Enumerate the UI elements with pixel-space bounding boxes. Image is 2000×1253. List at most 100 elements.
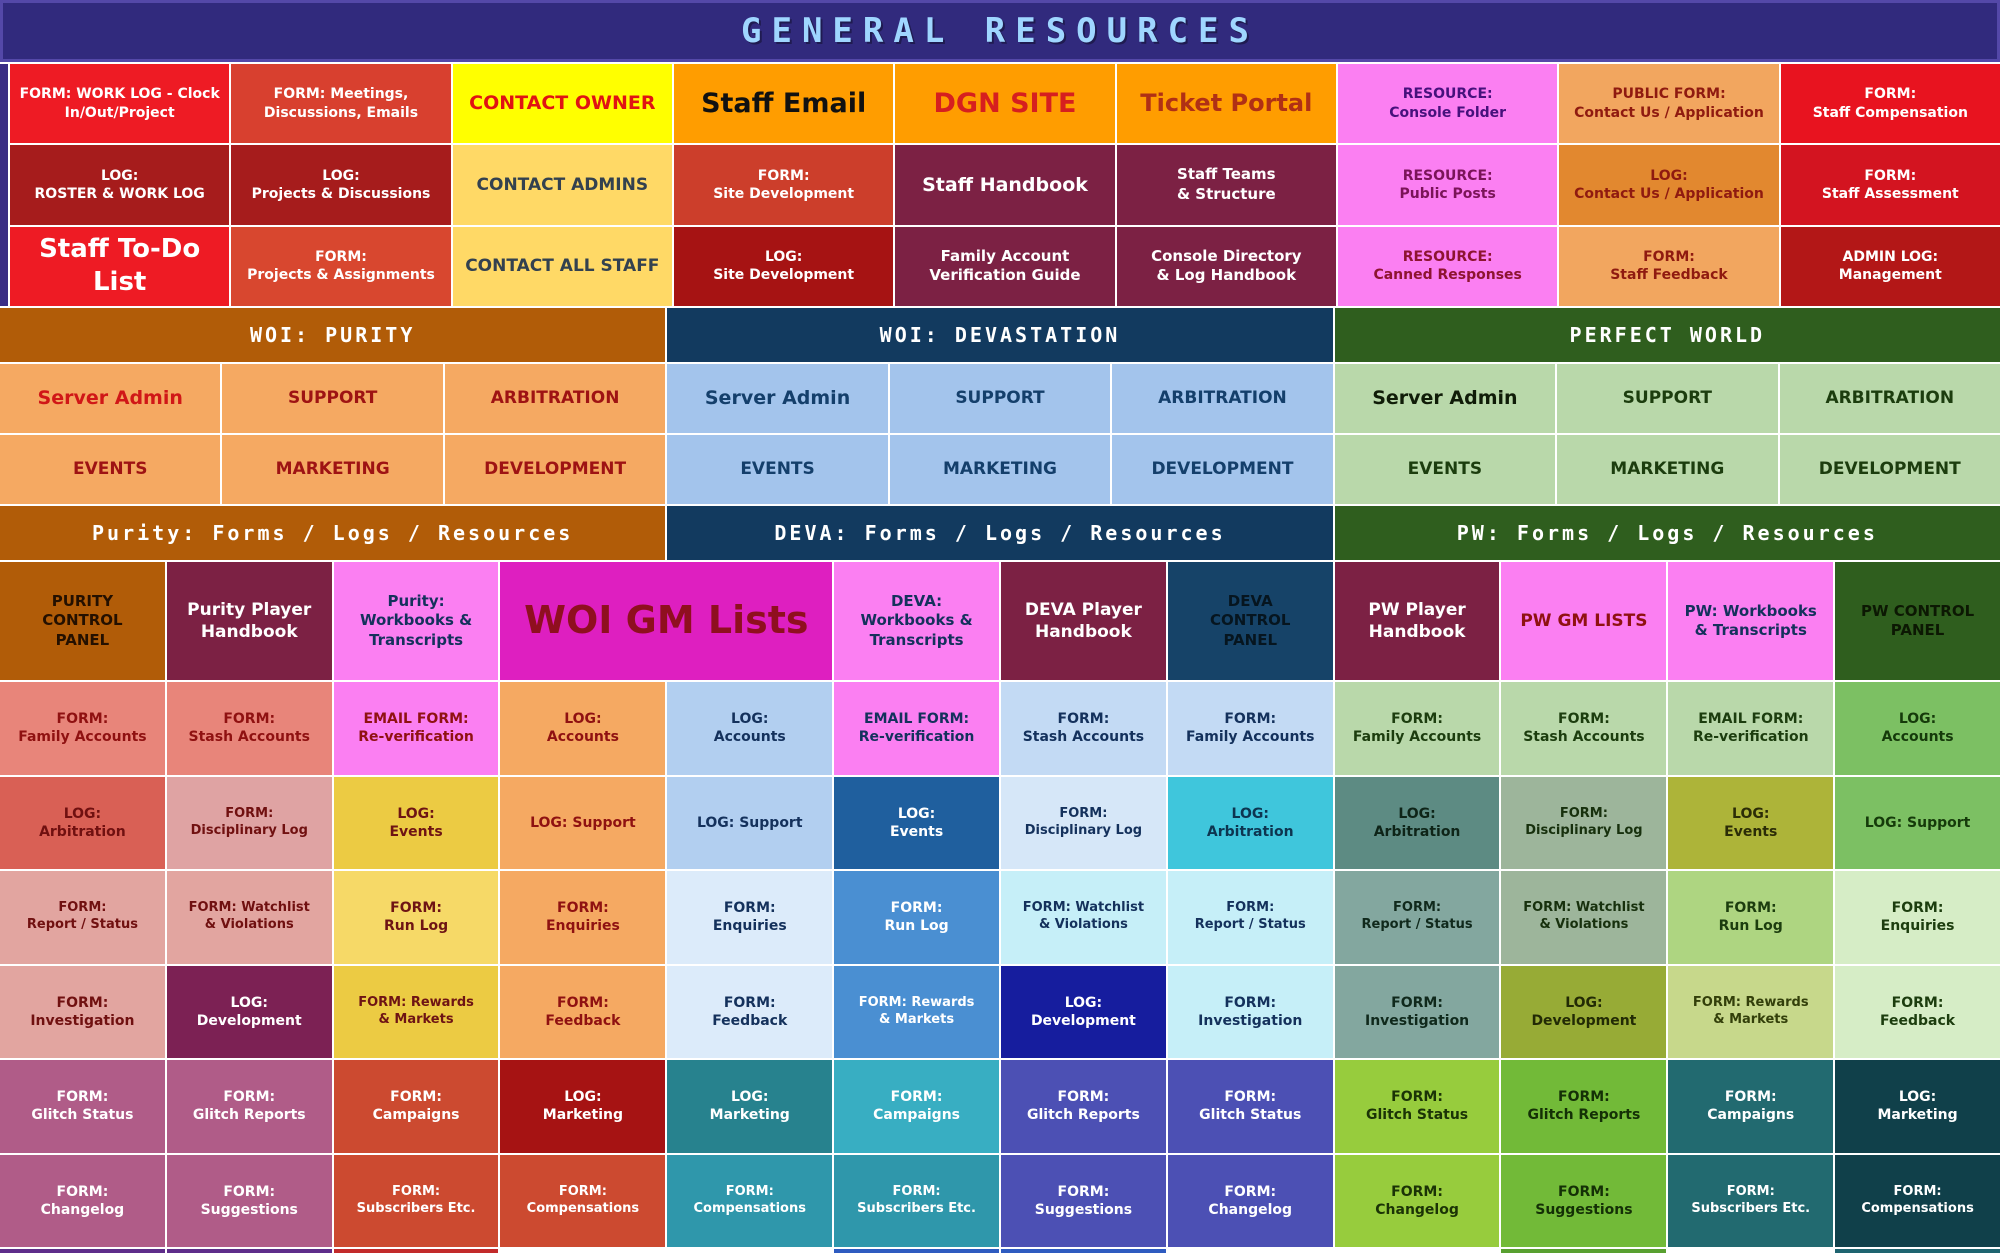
tile-form-glitch-status[interactable]: FORM: Glitch Status [1334,1060,1500,1153]
tile-form-staff-feedback[interactable]: FORM: Staff Feedback [1559,226,1779,306]
tile-pw-player-handbook[interactable]: PW Player Handbook [1334,562,1500,680]
tile-support[interactable]: SUPPORT [889,364,1111,433]
tile-log-events[interactable]: LOG: Events [333,776,499,869]
tile-arbitration[interactable]: ARBITRATION [1779,364,2000,433]
tile-log-arbitration[interactable]: LOG: Arbitration [0,776,165,869]
tile-family-account-verification-guide[interactable]: Family Account Verification Guide [895,226,1115,306]
tile-form-stash-accounts[interactable]: FORM: Stash Accounts [1501,682,1667,775]
tile-log-marketing[interactable]: LOG: Marketing [1835,1060,2000,1153]
tile-form-work-log-clock-in-out-project[interactable]: FORM: WORK LOG - Clock In/Out/Project [10,64,230,144]
tile-form-rewards-markets[interactable]: FORM: Rewards & Markets [333,965,499,1058]
tile-log-support[interactable]: LOG: Support [1835,776,2000,869]
tile-form-suggestions[interactable]: FORM: Suggestions [166,1154,332,1247]
tile-form-compensations[interactable]: FORM: Compensations [500,1154,666,1247]
tile-log-contact-us-application[interactable]: LOG: Contact Us / Application [1559,145,1779,225]
tile-form-stash-accounts[interactable]: FORM: Stash Accounts [1000,682,1166,775]
tile-contact-admins[interactable]: CONTACT ADMINS [452,145,672,225]
tile-form-glitch-status[interactable]: FORM: Glitch Status [0,1060,165,1153]
tile-form-glitch-status[interactable]: FORM: Glitch Status [1167,1060,1333,1153]
tile-dgn-site[interactable]: DGN SITE [895,64,1115,144]
tile-deva-control-panel[interactable]: DEVA CONTROL PANEL [1167,562,1333,680]
tile-development[interactable]: DEVELOPMENT [1112,435,1333,504]
tile-purity-control-panel[interactable]: PURITY CONTROL PANEL [0,562,165,680]
tile-form-compensations[interactable]: FORM: Compensations [1835,1154,2000,1247]
tile-form-campaigns[interactable]: FORM: Campaigns [333,1060,499,1153]
tile-log-arbitration[interactable]: LOG: Arbitration [1167,776,1333,869]
tile-form-enquiries[interactable]: FORM: Enquiries [500,871,666,964]
tile-form-disciplinary-log[interactable]: FORM: Disciplinary Log [1000,776,1166,869]
tile-marketing[interactable]: MARKETING [222,435,443,504]
tile-form-suggestions[interactable]: FORM: Suggestions [1000,1154,1166,1247]
tile-staff-email[interactable]: Staff Email [673,64,894,144]
tile-public-form-contact-us-application[interactable]: PUBLIC FORM: Contact Us / Application [1559,64,1779,144]
tile-arbitration[interactable]: ARBITRATION [1112,364,1333,433]
tile-form-enquiries[interactable]: FORM: Enquiries [1835,871,2000,964]
tile-resource-console-folder[interactable]: RESOURCE: Console Folder [1337,64,1558,144]
tile-form-compensations[interactable]: FORM: Compensations [667,1154,833,1247]
tile-deva-player-handbook[interactable]: DEVA Player Handbook [1000,562,1166,680]
tile-pw-control-panel[interactable]: PW CONTROL PANEL [1835,562,2000,680]
tile-form-glitch-reports[interactable]: FORM: Glitch Reports [1501,1060,1667,1153]
tile-form-staff-compensation[interactable]: FORM: Staff Compensation [1780,64,2000,144]
tile-log-support[interactable]: LOG: Support [667,776,833,869]
tile-woi-gm-lists[interactable]: WOI GM Lists [500,562,833,680]
tile-form-feedback[interactable]: FORM: Feedback [667,965,833,1058]
tile-log-development[interactable]: LOG: Development [166,965,332,1058]
tile-contact-owner[interactable]: CONTACT OWNER [452,64,672,144]
tile-form-changelog[interactable]: FORM: Changelog [1167,1154,1333,1247]
tile-form-staff-assessment[interactable]: FORM: Staff Assessment [1780,145,2000,225]
tile-form-rewards-markets[interactable]: FORM: Rewards & Markets [834,965,999,1058]
tile-form-feedback[interactable]: FORM: Feedback [500,965,666,1058]
tile-events[interactable]: EVENTS [0,435,221,504]
tile-console-directory-log-handbook[interactable]: Console Directory & Log Handbook [1116,226,1336,306]
tile-log-accounts[interactable]: LOG: Accounts [667,682,833,775]
tile-resource-public-posts[interactable]: RESOURCE: Public Posts [1337,145,1558,225]
tile-form-run-log[interactable]: FORM: Run Log [1668,871,1834,964]
tile-form-meetings-discussions-emails[interactable]: FORM: Meetings, Discussions, Emails [231,64,451,144]
tile-staff-to-do-list[interactable]: Staff To-Do List [10,226,230,306]
tile-log-support[interactable]: LOG: Support [500,776,666,869]
tile-form-enquiries[interactable]: FORM: Enquiries [667,871,833,964]
tile-support[interactable]: SUPPORT [1557,364,1778,433]
tile-log-marketing[interactable]: LOG: Marketing [500,1060,666,1153]
tile-form-watchlist-violations[interactable]: FORM: Watchlist & Violations [166,871,332,964]
tile-server-admin[interactable]: Server Admin [667,364,888,433]
tile-log-projects-discussions[interactable]: LOG: Projects & Discussions [231,145,451,225]
tile-form-run-log[interactable]: FORM: Run Log [333,871,499,964]
tile-pw-gm-lists[interactable]: PW GM LISTS [1501,562,1667,680]
tile-form-disciplinary-log[interactable]: FORM: Disciplinary Log [166,776,332,869]
tile-purity-player-handbook[interactable]: Purity Player Handbook [166,562,332,680]
tile-log-marketing[interactable]: LOG: Marketing [667,1060,833,1153]
tile-development[interactable]: DEVELOPMENT [444,435,666,504]
tile-form-glitch-reports[interactable]: FORM: Glitch Reports [1000,1060,1166,1153]
tile-form-changelog[interactable]: FORM: Changelog [1334,1154,1500,1247]
tile-events[interactable]: EVENTS [667,435,888,504]
tile-marketing[interactable]: MARKETING [1557,435,1778,504]
tile-form-subscribers-etc[interactable]: FORM: Subscribers Etc. [1668,1154,1834,1247]
tile-development[interactable]: DEVELOPMENT [1779,435,2000,504]
tile-log-site-development[interactable]: LOG: Site Development [673,226,894,306]
tile-contact-all-staff[interactable]: CONTACT ALL STAFF [452,226,672,306]
tile-email-form-re-verification[interactable]: EMAIL FORM: Re-verification [333,682,499,775]
tile-email-form-re-verification[interactable]: EMAIL FORM: Re-verification [1668,682,1834,775]
tile-form-changelog[interactable]: FORM: Changelog [0,1154,165,1247]
tile-form-watchlist-violations[interactable]: FORM: Watchlist & Violations [1501,871,1667,964]
tile-form-feedback[interactable]: FORM: Feedback [1835,965,2000,1058]
tile-admin-log-management[interactable]: ADMIN LOG: Management [1780,226,2000,306]
tile-form-investigation[interactable]: FORM: Investigation [0,965,165,1058]
tile-arbitration[interactable]: ARBITRATION [444,364,666,433]
tile-log-development[interactable]: LOG: Development [1000,965,1166,1058]
tile-form-subscribers-etc[interactable]: FORM: Subscribers Etc. [333,1154,499,1247]
tile-form-family-accounts[interactable]: FORM: Family Accounts [1167,682,1333,775]
tile-staff-teams-structure[interactable]: Staff Teams & Structure [1116,145,1336,225]
tile-purity-workbooks-transcripts[interactable]: Purity: Workbooks & Transcripts [333,562,499,680]
tile-pw-workbooks-transcripts[interactable]: PW: Workbooks & Transcripts [1668,562,1834,680]
tile-log-arbitration[interactable]: LOG: Arbitration [1334,776,1500,869]
tile-log-roster-work-log[interactable]: LOG: ROSTER & WORK LOG [10,145,230,225]
tile-form-stash-accounts[interactable]: FORM: Stash Accounts [166,682,332,775]
tile-server-admin[interactable]: Server Admin [0,364,221,433]
tile-log-events[interactable]: LOG: Events [834,776,999,869]
tile-log-events[interactable]: LOG: Events [1668,776,1834,869]
tile-form-disciplinary-log[interactable]: FORM: Disciplinary Log [1501,776,1667,869]
tile-support[interactable]: SUPPORT [222,364,443,433]
